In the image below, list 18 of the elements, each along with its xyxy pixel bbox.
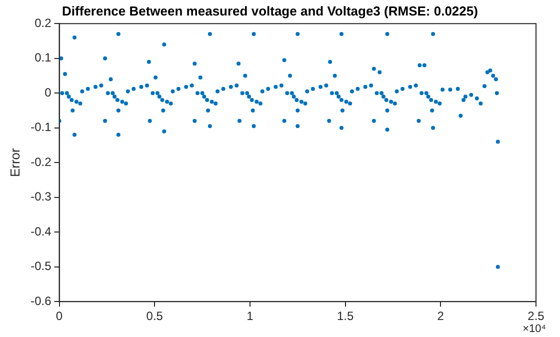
- x-tick-label: 0: [56, 309, 63, 324]
- y-tick-label: -0.2: [30, 154, 52, 169]
- y-tick-label: -0.3: [30, 190, 52, 204]
- x-tick-label: 1: [246, 309, 254, 324]
- x-tick-label: 1.5: [336, 309, 354, 324]
- y-tick-label: 0: [44, 85, 52, 100]
- x-tick-label: 2.5: [528, 309, 545, 324]
- y-tick-label: -0.5: [30, 259, 52, 274]
- chart-title: Difference Between measured voltage and Voltage3 (RMSE: 0.0225): [62, 3, 478, 18]
- y-tick-label: -0.6: [30, 294, 52, 308]
- x-tick-label: 0.5: [146, 309, 164, 324]
- y-axis-title: Error: [7, 147, 22, 178]
- y-tick-label: -0.4: [30, 224, 52, 238]
- y-tick-label: 0.2: [34, 16, 52, 30]
- y-tick-label: 0.1: [34, 50, 52, 65]
- text: ×10⁴: [522, 323, 546, 336]
- x-tick-label: 2: [437, 309, 444, 324]
- y-tick-label: -0.1: [30, 120, 52, 134]
